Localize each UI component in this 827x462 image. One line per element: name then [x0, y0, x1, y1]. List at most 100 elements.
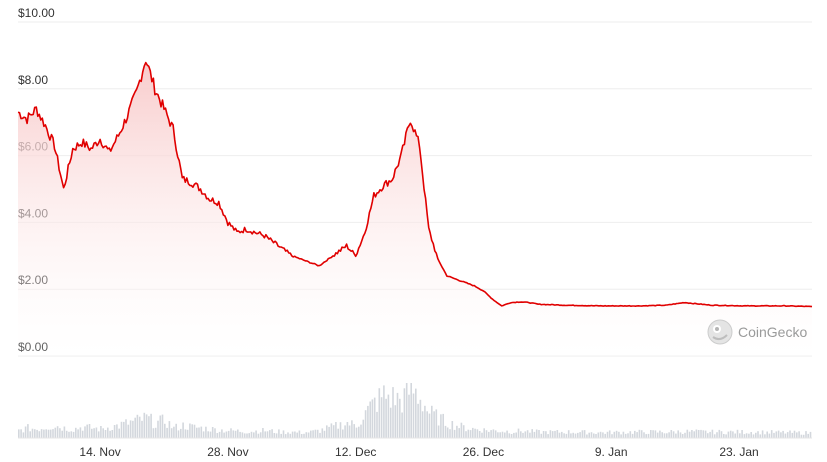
volume-bar [243, 433, 246, 438]
volume-bar [485, 430, 488, 438]
price-point [346, 245, 348, 247]
volume-bar [408, 394, 410, 438]
volume-bar [567, 430, 570, 438]
volume-bar [29, 431, 31, 438]
volume-series [18, 383, 812, 438]
volume-bar [558, 432, 561, 438]
volume-bar [702, 430, 705, 438]
volume-bar [316, 429, 319, 438]
price-point [510, 302, 512, 304]
volume-bar [718, 429, 721, 438]
y-tick-label: $8.00 [18, 73, 48, 87]
x-tick-label: 23. Jan [719, 445, 758, 459]
volume-bar [34, 429, 36, 438]
volume-bar [18, 429, 20, 438]
volume-bar [107, 427, 109, 438]
volume-bar [704, 430, 707, 438]
volume-bar [43, 429, 45, 438]
price-point [537, 303, 539, 305]
volume-bar [693, 431, 695, 438]
volume-bar [182, 422, 184, 438]
price-point [182, 178, 184, 180]
volume-bar [595, 434, 597, 438]
volume-bar [508, 433, 511, 438]
volume-bar [497, 432, 499, 438]
volume-bar [255, 430, 257, 438]
price-point [154, 88, 156, 90]
volume-bar [579, 432, 581, 438]
volume-bar [668, 432, 670, 438]
volume-bar [118, 428, 120, 438]
price-point [191, 182, 193, 184]
volume-bar [31, 428, 34, 438]
volume-bar [332, 425, 335, 438]
volume-bar [417, 403, 419, 438]
x-tick-label: 9. Jan [595, 445, 628, 459]
price-point [474, 285, 476, 287]
volume-bar [275, 433, 278, 438]
volume-bar [84, 426, 86, 438]
volume-bar [86, 424, 88, 438]
volume-bar [168, 421, 171, 438]
volume-bar [627, 433, 629, 438]
volume-bar [307, 432, 310, 438]
volume-bar [583, 430, 586, 438]
volume-bar [305, 432, 308, 438]
volume-bar [789, 430, 791, 438]
volume-bar [198, 427, 200, 438]
watermark-text: CoinGecko [738, 324, 807, 340]
volume-bar [59, 428, 61, 438]
volume-bar [695, 429, 698, 438]
volume-bar [77, 429, 79, 438]
volume-bar [732, 431, 734, 438]
volume-bar [522, 432, 524, 438]
volume-bar [125, 419, 127, 438]
volume-bar [225, 431, 228, 438]
volume-bar [688, 431, 691, 438]
volume-bar [647, 433, 650, 438]
volume-bar [218, 431, 221, 438]
volume-bar [645, 434, 647, 438]
volume-bar [337, 428, 339, 438]
volume-bar [109, 430, 111, 438]
price-point [109, 152, 111, 154]
volume-bar [713, 434, 716, 438]
volume-bar [547, 434, 549, 438]
volume-bar [770, 430, 773, 438]
volume-bar [451, 421, 454, 438]
volume-bar [232, 430, 235, 438]
volume-bar [93, 428, 95, 438]
volume-bar [419, 399, 422, 438]
volume-bar [775, 431, 778, 438]
volume-bar [752, 434, 755, 438]
volume-bar [100, 426, 102, 438]
volume-bar [150, 413, 152, 438]
volume-bar [510, 434, 513, 438]
price-series [17, 61, 813, 308]
volume-bar [711, 429, 714, 438]
volume-bar [590, 432, 593, 438]
volume-bar [380, 397, 383, 438]
volume-bar [369, 401, 371, 438]
volume-bar [175, 423, 177, 438]
volume-bar [809, 431, 812, 438]
price-point [784, 305, 786, 307]
volume-bar [529, 432, 531, 438]
volume-bar [488, 431, 490, 438]
volume-bar [392, 387, 394, 438]
price-point [291, 255, 293, 257]
coingecko-watermark: CoinGecko [707, 319, 807, 345]
volume-bar [202, 431, 205, 438]
volume-bar [517, 428, 520, 438]
volume-bar [565, 433, 568, 438]
price-point [455, 278, 457, 280]
volume-bar [24, 426, 27, 438]
volume-bar [476, 429, 479, 438]
volume-bar [141, 420, 143, 438]
volume-bar [681, 434, 684, 438]
volume-bar [577, 432, 579, 438]
volume-bar [588, 432, 590, 438]
volume-bar [777, 430, 780, 438]
price-point [236, 232, 238, 234]
price-point [391, 178, 393, 180]
